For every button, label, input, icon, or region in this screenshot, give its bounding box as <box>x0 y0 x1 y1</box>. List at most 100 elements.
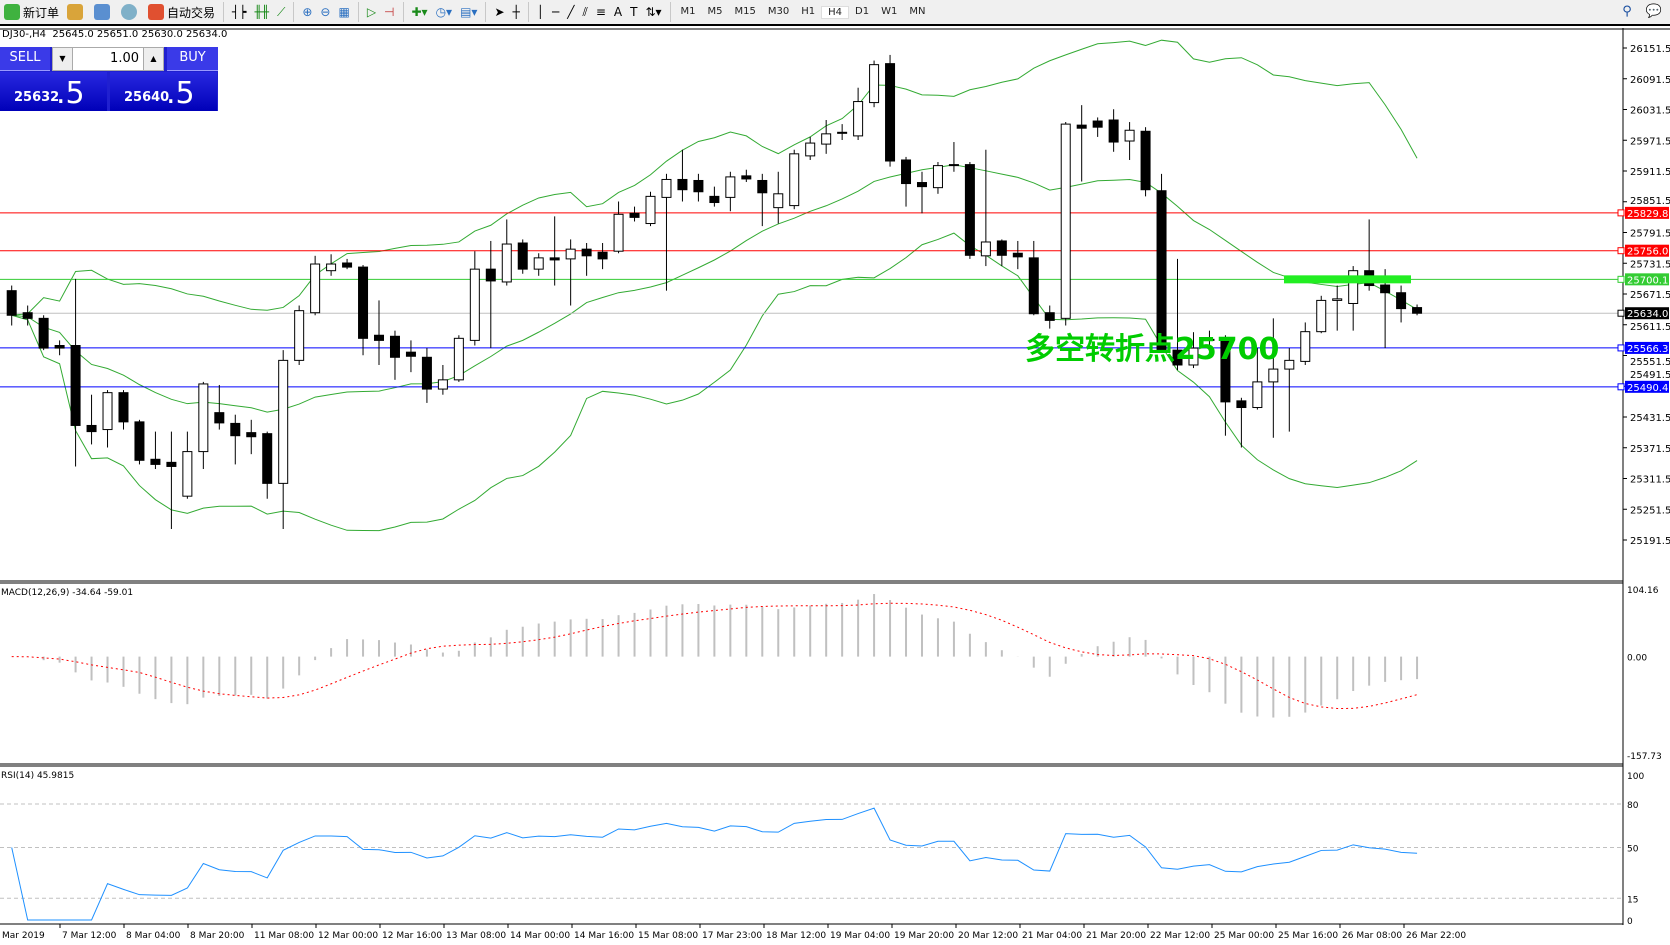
lot-stepper[interactable]: ▼ 1.00 ▲ <box>52 47 164 71</box>
candle-body-bear <box>1044 312 1055 321</box>
level-handle[interactable] <box>1617 344 1625 352</box>
candle-body-bull <box>1124 129 1135 142</box>
increase-lot-button[interactable]: ▲ <box>143 48 163 70</box>
vertical-line-button[interactable]: │ <box>536 5 544 19</box>
tile-windows-button[interactable]: ▦ <box>338 5 350 19</box>
toolbar: 新订单 自动交易 ┤┝ ╫╫ ⟋ ⊕ ⊖ ▦ ▷ ⊣ ✚▾ ◷▾ ▤▾ ➤ ┼ … <box>0 0 1670 26</box>
candle-body-bear <box>262 433 273 484</box>
timeframe-mn[interactable]: MN <box>909 5 926 17</box>
candle-body-bear <box>118 392 129 423</box>
timeframe-m1[interactable]: M1 <box>680 5 696 17</box>
candle <box>358 265 369 356</box>
candlestick-button[interactable]: ╫╫ <box>254 5 269 19</box>
periods-button[interactable]: ◷▾ <box>435 5 453 19</box>
timeframe-h4[interactable]: H4 <box>821 5 850 19</box>
price-axis-label: 25191.5 <box>1630 536 1670 547</box>
text-label-button[interactable]: T <box>630 5 638 19</box>
ask-price-button[interactable]: 25640.5 <box>110 72 217 111</box>
candle-body-bear <box>230 422 241 437</box>
candle-body-bear <box>1204 338 1215 341</box>
sell-button[interactable]: SELL <box>0 47 50 71</box>
time-axis-label: 8 Mar 04:00 <box>126 931 181 941</box>
line-chart-button[interactable]: ⟋ <box>276 4 286 19</box>
zoom-in-button[interactable]: ⊕ <box>302 5 313 19</box>
level-handle[interactable] <box>1617 383 1625 391</box>
candle-body-bear <box>629 212 640 218</box>
chart-shift-button[interactable]: ⊣ <box>384 5 395 19</box>
arrows-button[interactable]: ⇅▾ <box>645 5 662 19</box>
candle <box>916 171 927 214</box>
cursor-button[interactable]: ➤ <box>494 5 505 19</box>
price-axis-label: 25911.5 <box>1630 167 1670 178</box>
templates-button[interactable]: ▤▾ <box>460 5 478 19</box>
candle-body-bull <box>869 64 880 104</box>
annotation-marker[interactable] <box>1284 275 1411 284</box>
text-button[interactable]: A <box>613 5 623 19</box>
indicators-button[interactable]: ✚▾ <box>411 5 428 19</box>
chat-icon[interactable]: 💬 <box>1645 4 1662 19</box>
signals-button[interactable] <box>117 1 144 23</box>
horizontal-line-button[interactable]: ─ <box>551 5 560 19</box>
level-handle[interactable] <box>1617 275 1625 283</box>
navigator-button[interactable] <box>90 1 117 23</box>
level-handle[interactable] <box>1617 209 1625 217</box>
timeframe-d1[interactable]: D1 <box>855 5 870 17</box>
timeframe-m15[interactable]: M15 <box>734 5 756 17</box>
new-order-button[interactable]: 新订单 <box>0 1 63 23</box>
annotation-text[interactable]: 多空转折点25700 <box>1025 332 1279 367</box>
timeframe-w1[interactable]: W1 <box>881 5 898 17</box>
crosshair-button[interactable]: ┼ <box>512 5 520 19</box>
candle <box>118 390 129 430</box>
fibonacci-button[interactable]: ≡ <box>595 5 606 19</box>
timeframe-m5[interactable]: M5 <box>707 5 723 17</box>
chart-area[interactable]: 26151.5 26091.5 26031.5 25971.5 25911.5 25851… <box>0 28 1670 945</box>
candle <box>421 348 432 403</box>
candle <box>869 60 880 108</box>
candle-body-bear <box>1028 257 1039 315</box>
time-axis-label: Mar 2019 <box>2 931 45 941</box>
candle-body-bull <box>821 133 832 145</box>
candle-body-bull <box>980 241 991 257</box>
search-icon[interactable]: ⚲ <box>1622 4 1632 19</box>
candle-body-bear <box>597 251 608 260</box>
trendline-button[interactable]: ╱ <box>567 5 575 19</box>
candle <box>549 216 560 286</box>
time-axis-label: 13 Mar 08:00 <box>446 931 506 941</box>
candle <box>230 414 241 465</box>
bollinger-upper <box>11 39 1418 316</box>
buy-button[interactable]: BUY <box>167 47 218 71</box>
auto-trading-button[interactable]: 自动交易 <box>144 1 219 23</box>
candle-body-bear <box>485 268 496 282</box>
price-axis-label: 26031.5 <box>1630 106 1670 117</box>
bollinger-lower <box>11 232 1418 532</box>
decrease-lot-button[interactable]: ▼ <box>53 48 73 70</box>
bar-chart-button[interactable]: ┤┝ <box>232 5 247 19</box>
rsi-axis-label: 0 <box>1627 917 1633 927</box>
lot-input[interactable]: 1.00 <box>110 51 139 66</box>
candle <box>996 239 1007 267</box>
candle-body-bull <box>533 257 544 270</box>
price-level-tag <box>1625 273 1669 286</box>
timeframe-m30[interactable]: M30 <box>767 5 790 17</box>
level-handle[interactable] <box>1617 309 1625 317</box>
candle <box>709 186 720 207</box>
price-axis-label: 25491.5 <box>1630 370 1670 381</box>
level-handle[interactable] <box>1617 247 1625 255</box>
chart-title: DJ30-,H4 25645.0 25651.0 25630.0 25634.0 <box>2 29 228 40</box>
candle <box>837 124 848 140</box>
candle <box>246 419 257 455</box>
candle <box>789 149 800 210</box>
candle-body-bear <box>421 356 432 390</box>
timeframe-h1[interactable]: H1 <box>801 5 816 17</box>
candle-body-bull <box>661 178 672 198</box>
market-watch-button[interactable] <box>63 1 90 23</box>
time-axis-label: 26 Mar 22:00 <box>1406 931 1466 941</box>
candle-body-bull <box>1252 381 1263 409</box>
candle-body-bull <box>565 248 576 260</box>
auto-scroll-button[interactable]: ▷ <box>366 5 377 19</box>
candle <box>901 156 912 207</box>
equidistant-channel-button[interactable]: ⫽ <box>582 4 588 19</box>
bid-price-button[interactable]: 25632.5 <box>0 72 107 111</box>
candle <box>597 243 608 270</box>
zoom-out-button[interactable]: ⊖ <box>320 5 331 19</box>
